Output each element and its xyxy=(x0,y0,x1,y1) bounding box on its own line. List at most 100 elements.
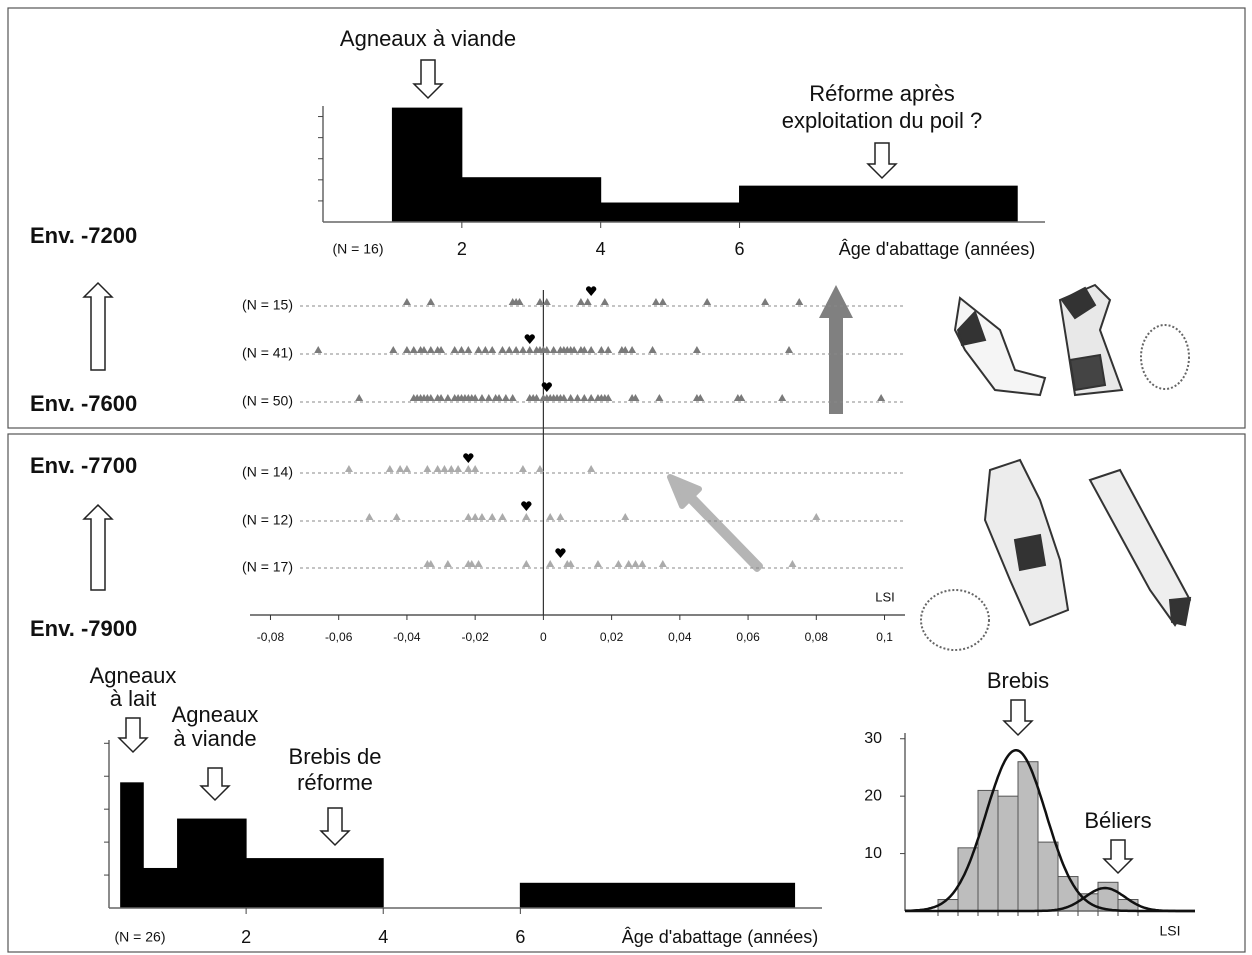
x-tick-label: 0,04 xyxy=(668,630,692,644)
specimen-point xyxy=(631,560,640,567)
row-label: (N = 41) xyxy=(242,345,293,361)
specimen-point xyxy=(447,465,456,472)
y-tick-label: 10 xyxy=(864,845,882,862)
specimen-point xyxy=(658,560,667,567)
specimen-point xyxy=(344,465,353,472)
bar xyxy=(1097,881,1119,912)
specimen-point xyxy=(515,298,524,305)
x-axis-label: Âge d'abattage (années) xyxy=(839,239,1036,259)
bone-illustration xyxy=(920,283,1192,651)
specimen-point xyxy=(570,346,579,353)
specimen-point xyxy=(423,465,432,472)
specimen-point xyxy=(389,346,398,353)
annotation: à lait xyxy=(110,686,156,711)
row-label: (N = 14) xyxy=(242,464,293,480)
period-label: Env. -7600 xyxy=(30,391,137,416)
specimen-point xyxy=(628,346,637,353)
bottom-panel-frame xyxy=(7,433,1246,953)
specimen-point xyxy=(426,298,435,305)
specimen-point xyxy=(498,513,507,520)
specimen-point xyxy=(580,346,589,353)
annotation: Brebis xyxy=(987,668,1049,693)
specimen-point xyxy=(471,394,480,401)
annotation-arrow xyxy=(412,59,444,100)
specimen-point xyxy=(474,346,483,353)
row-label: (N = 50) xyxy=(242,393,293,409)
specimen-point xyxy=(737,394,746,401)
x-tick-label: 0,1 xyxy=(876,630,893,644)
specimen-point xyxy=(426,560,435,567)
specimen-point xyxy=(778,394,787,401)
bar xyxy=(997,795,1019,912)
specimen-point xyxy=(621,513,630,520)
bar xyxy=(1017,761,1039,912)
specimen-point xyxy=(761,298,770,305)
specimen-point xyxy=(648,346,657,353)
specimen-point xyxy=(559,394,568,401)
x-axis-label: LSI xyxy=(1159,923,1180,939)
specimen-point xyxy=(518,346,527,353)
mean-marker xyxy=(524,334,535,344)
specimen-point xyxy=(604,346,613,353)
annotation: exploitation du poil ? xyxy=(782,108,983,133)
specimen-point xyxy=(587,346,596,353)
specimen-point xyxy=(464,465,473,472)
specimen-point xyxy=(525,346,534,353)
annotation: Agneaux xyxy=(172,702,259,727)
specimen-point xyxy=(549,346,558,353)
specimen-point xyxy=(703,298,712,305)
specimen-point xyxy=(488,346,497,353)
sample-size: (N = 16) xyxy=(333,241,384,257)
x-tick-label: -0,02 xyxy=(461,630,489,644)
specimen-point xyxy=(443,560,452,567)
specimen-point xyxy=(631,394,640,401)
specimen-point xyxy=(692,346,701,353)
specimen-point xyxy=(471,513,480,520)
specimen-point xyxy=(471,465,480,472)
specimen-point xyxy=(440,465,449,472)
annotation: Agneaux xyxy=(90,663,177,688)
x-tick-label: 6 xyxy=(735,239,745,259)
top-panel-frame xyxy=(7,7,1246,429)
y-tick-label: 30 xyxy=(864,730,882,747)
mean-marker xyxy=(555,548,566,558)
x-axis-label: Âge d'abattage (années) xyxy=(622,927,819,947)
specimen-point xyxy=(535,298,544,305)
specimen-point xyxy=(457,346,466,353)
specimen-point xyxy=(402,298,411,305)
bar xyxy=(1117,899,1139,912)
annotation-arrow xyxy=(1102,839,1134,875)
specimen-point xyxy=(477,394,486,401)
specimen-point xyxy=(501,394,510,401)
specimen-point xyxy=(600,298,609,305)
specimen-point xyxy=(450,346,459,353)
x-tick-label: 4 xyxy=(596,239,606,259)
period-arrow xyxy=(82,281,114,371)
specimen-point xyxy=(508,394,517,401)
specimen-point xyxy=(426,394,435,401)
row-label: (N = 12) xyxy=(242,512,293,528)
row-label: (N = 15) xyxy=(242,297,293,313)
period-label: Env. -7700 xyxy=(30,453,137,478)
specimen-point xyxy=(314,346,323,353)
specimen-point xyxy=(576,298,585,305)
specimen-point xyxy=(495,394,504,401)
specimen-point xyxy=(426,346,435,353)
specimen-point xyxy=(580,394,589,401)
specimen-point xyxy=(597,346,606,353)
mean-marker xyxy=(463,453,474,463)
x-axis-label: LSI xyxy=(875,589,895,604)
specimen-point xyxy=(795,298,804,305)
specimen-point xyxy=(488,513,497,520)
fit-curve xyxy=(905,886,1195,913)
trend-arrow xyxy=(819,285,853,414)
bar xyxy=(120,782,144,909)
fit-curve xyxy=(905,749,1195,913)
specimen-point xyxy=(474,560,483,567)
annotation-arrow xyxy=(866,142,898,180)
specimen-point xyxy=(785,346,794,353)
mean-marker xyxy=(585,286,597,296)
specimen-point xyxy=(464,513,473,520)
specimen-point xyxy=(443,394,452,401)
specimen-point xyxy=(355,394,364,401)
